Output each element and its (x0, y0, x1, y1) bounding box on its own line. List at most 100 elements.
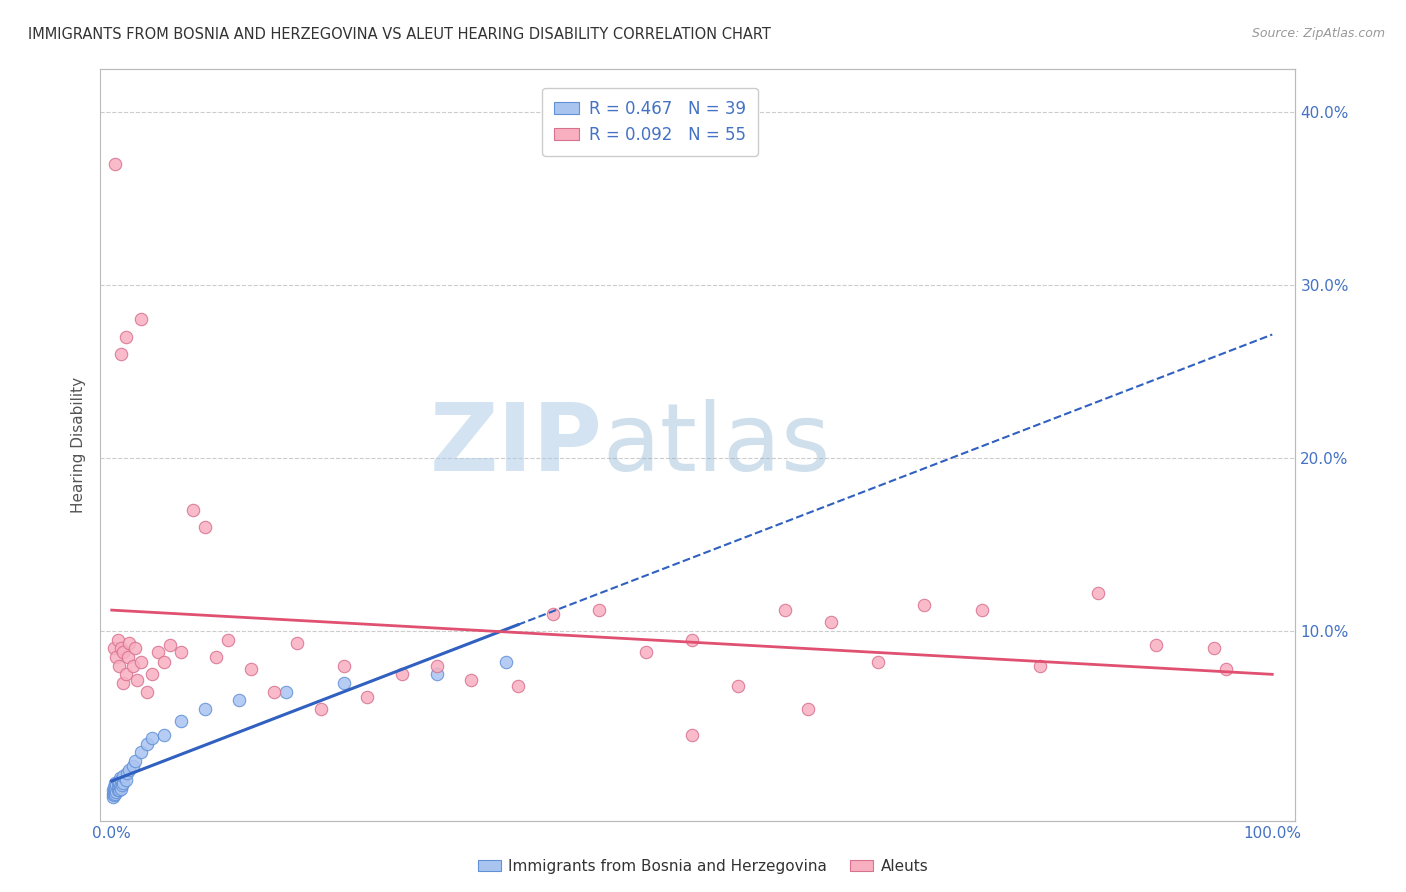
Point (129, 655, 152, 669)
Y-axis label: Hearing Disability: Hearing Disability (72, 377, 86, 513)
Point (1215, 662, 1237, 676)
Point (107, 783, 129, 797)
Point (135, 737, 157, 751)
Point (104, 157, 127, 171)
Point (146, 645, 169, 659)
Point (135, 684, 157, 698)
Point (506, 680, 529, 694)
Point (309, 702, 332, 716)
Text: atlas: atlas (602, 399, 831, 491)
Point (103, 641, 125, 656)
Point (153, 655, 176, 669)
Point (194, 520, 217, 534)
Point (153, 728, 176, 742)
Point (170, 714, 193, 728)
Point (588, 603, 610, 617)
Point (105, 650, 128, 665)
Point (228, 693, 250, 707)
Point (681, 728, 703, 742)
Point (114, 330, 136, 344)
Point (112, 769, 135, 783)
Text: Source: ZipAtlas.com: Source: ZipAtlas.com (1251, 27, 1385, 40)
Point (1144, 638, 1167, 652)
Point (681, 632, 703, 647)
Point (141, 667, 163, 681)
Point (114, 772, 136, 787)
Point (141, 731, 163, 746)
Point (356, 690, 378, 704)
Point (105, 785, 128, 799)
Point (1204, 641, 1226, 656)
Point (495, 655, 517, 669)
Point (972, 603, 994, 617)
Point (217, 632, 239, 647)
Point (124, 754, 146, 768)
Point (129, 745, 152, 759)
Point (110, 641, 132, 656)
Point (426, 667, 449, 681)
Point (111, 778, 134, 792)
Point (115, 766, 138, 780)
Point (104, 776, 127, 790)
Point (107, 632, 129, 647)
Point (118, 763, 141, 777)
Point (101, 783, 124, 797)
Text: ZIP: ZIP (429, 399, 602, 491)
Point (110, 347, 132, 361)
Point (107, 658, 129, 673)
Point (727, 680, 749, 694)
Point (107, 780, 129, 794)
Point (103, 780, 125, 794)
Point (121, 658, 143, 673)
Point (129, 312, 152, 326)
Point (866, 655, 889, 669)
Point (121, 759, 143, 773)
Point (912, 598, 935, 612)
Point (274, 684, 297, 698)
Point (426, 658, 449, 673)
Point (1087, 586, 1109, 600)
Point (181, 503, 204, 517)
Legend: R = 0.467   N = 39, R = 0.092   N = 55: R = 0.467 N = 39, R = 0.092 N = 55 (543, 88, 758, 156)
Point (797, 702, 820, 716)
Point (110, 781, 132, 796)
Point (170, 645, 193, 659)
Point (104, 781, 127, 796)
Point (103, 789, 125, 803)
Point (127, 673, 149, 687)
Point (110, 772, 132, 787)
Point (541, 607, 564, 621)
Point (773, 603, 796, 617)
Point (820, 615, 842, 630)
Point (112, 676, 135, 690)
Point (460, 673, 482, 687)
Point (101, 790, 124, 805)
Point (117, 650, 139, 665)
Point (118, 636, 141, 650)
Point (194, 702, 217, 716)
Point (108, 780, 131, 794)
Text: IMMIGRANTS FROM BOSNIA AND HERZEGOVINA VS ALEUT HEARING DISABILITY CORRELATION C: IMMIGRANTS FROM BOSNIA AND HERZEGOVINA V… (28, 27, 770, 42)
Point (240, 662, 263, 676)
Point (634, 645, 657, 659)
Point (107, 783, 129, 797)
Point (107, 774, 129, 789)
Point (107, 776, 129, 790)
Legend: Immigrants from Bosnia and Herzegovina, Aleuts: Immigrants from Bosnia and Herzegovina, … (471, 853, 935, 880)
Point (333, 658, 356, 673)
Point (112, 645, 135, 659)
Point (104, 787, 127, 801)
Point (103, 785, 125, 799)
Point (205, 650, 228, 665)
Point (101, 787, 124, 801)
Point (159, 638, 181, 652)
Point (287, 636, 309, 650)
Point (1029, 658, 1052, 673)
Point (333, 676, 356, 690)
Point (112, 776, 135, 790)
Point (124, 641, 146, 656)
Point (105, 778, 128, 792)
Point (108, 771, 131, 785)
Point (114, 667, 136, 681)
Point (263, 684, 285, 698)
